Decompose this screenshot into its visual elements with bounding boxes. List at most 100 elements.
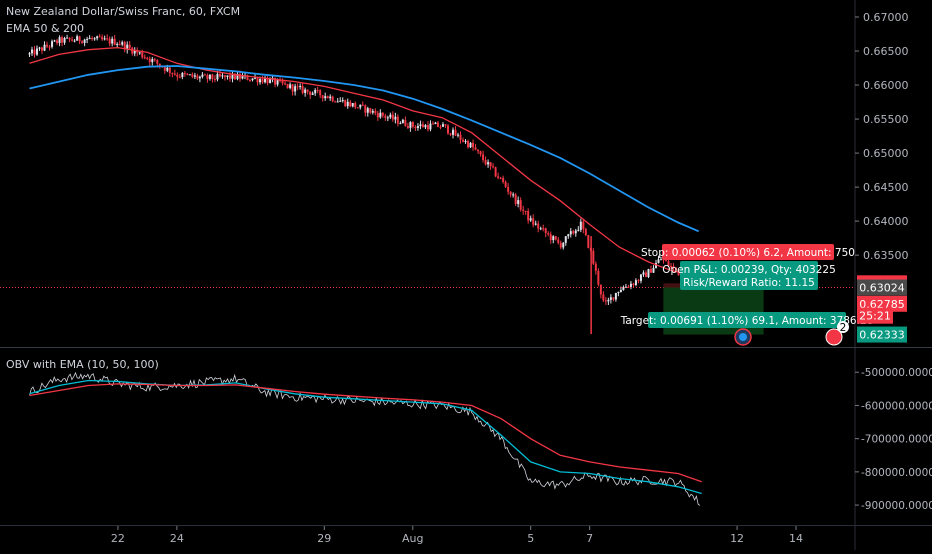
candle-body <box>376 113 379 118</box>
candle-body <box>311 93 314 95</box>
candle-body <box>522 209 525 211</box>
candle-body <box>657 259 660 264</box>
price-axis-label: 0.67000 <box>863 11 909 24</box>
ema-legend-label[interactable]: EMA 50 & 200 <box>6 22 85 35</box>
candle-body <box>61 37 64 43</box>
candle-body <box>424 125 427 128</box>
candle-body <box>577 229 580 231</box>
candle-body <box>126 44 129 50</box>
time-axis-label: 24 <box>170 532 184 545</box>
candle-body <box>562 242 565 248</box>
candle-body <box>494 167 497 177</box>
price-axis-badge-text: 25:21 <box>859 310 891 323</box>
candle-body <box>43 44 46 51</box>
candle-body <box>259 79 262 83</box>
candle-body <box>369 108 372 113</box>
candle-body <box>436 122 439 127</box>
candle-body <box>133 50 136 54</box>
candle-body <box>652 267 655 273</box>
candle-body <box>238 73 241 79</box>
candle-body <box>178 76 181 78</box>
event-flag-icon[interactable] <box>825 328 843 346</box>
candle-body <box>183 73 186 75</box>
candle-body <box>186 74 189 76</box>
obv-axis-label: -600000.000000 <box>861 400 932 412</box>
candle-body <box>346 101 349 107</box>
candle-body <box>457 134 460 136</box>
candle-body <box>68 37 71 40</box>
candle-body <box>78 36 81 42</box>
candle-body <box>524 210 527 212</box>
candle-body <box>396 116 399 124</box>
candle-body <box>677 270 680 276</box>
candle-body <box>53 40 56 42</box>
price-axis-badge <box>857 279 907 296</box>
candle-body <box>198 76 201 79</box>
candle-body <box>249 80 252 82</box>
candle-body <box>644 272 647 277</box>
candle-body <box>667 261 670 266</box>
stop-label-box[interactable] <box>662 244 834 260</box>
target-label-text: Target: 0.00691 (1.10%) 69.1, Amount: 37… <box>620 315 874 327</box>
candle-body <box>582 221 585 230</box>
candle-body <box>670 265 673 267</box>
candle-body <box>609 297 612 300</box>
target-label-box[interactable] <box>648 312 846 328</box>
obv-axis-label: -500000.000000 <box>861 367 932 379</box>
candle-body <box>173 73 176 75</box>
candle-body <box>103 38 106 40</box>
candle-body <box>176 74 179 77</box>
candle-body <box>254 77 257 79</box>
candle-body <box>406 125 409 128</box>
candle-body <box>208 74 211 79</box>
candle-body <box>647 269 650 277</box>
candle-body <box>592 250 595 264</box>
candle-body <box>213 78 216 80</box>
candle-body <box>191 74 194 77</box>
candle-body <box>334 101 337 103</box>
candle-body <box>196 75 199 79</box>
candle-body <box>168 67 171 73</box>
candle-body <box>256 77 259 83</box>
candle-body <box>123 42 126 50</box>
candle-body <box>489 162 492 167</box>
obv-legend-label[interactable]: OBV with EMA (10, 50, 100) <box>6 358 159 371</box>
candle-body <box>309 91 312 95</box>
candle-body <box>276 80 279 85</box>
time-axis-label: 22 <box>111 532 125 545</box>
candle-body <box>637 280 640 282</box>
candle-body <box>188 74 191 76</box>
candle-body <box>411 122 414 127</box>
pnl-label-box[interactable] <box>680 261 818 290</box>
candle-body <box>326 96 329 99</box>
candle-body <box>602 294 605 301</box>
candle-body <box>41 47 44 51</box>
candle-body <box>612 297 615 300</box>
candle-body <box>356 107 359 109</box>
candle-body <box>231 73 234 79</box>
candle-body <box>166 67 169 71</box>
candle-body <box>477 149 480 152</box>
candle-body <box>554 236 557 240</box>
price-axis-label: 0.64000 <box>863 215 909 228</box>
candle-body <box>452 129 455 135</box>
candle-body <box>469 142 472 148</box>
candle-body <box>329 96 332 99</box>
candle-body <box>246 75 249 81</box>
candle-body <box>261 79 264 83</box>
candle-body <box>579 221 582 230</box>
candle-body <box>614 292 617 300</box>
candle-body <box>569 231 572 235</box>
candle-body <box>527 211 530 221</box>
candle-body <box>366 108 369 113</box>
candle-body <box>236 73 239 80</box>
candle-body <box>544 228 547 234</box>
candle-body <box>98 36 101 38</box>
candle-body <box>619 290 622 293</box>
candle-body <box>632 283 635 285</box>
candle-body <box>519 200 522 210</box>
candle-body <box>266 78 269 84</box>
candle-body <box>660 259 663 261</box>
candle-body <box>419 124 422 127</box>
candle-body <box>364 105 367 113</box>
